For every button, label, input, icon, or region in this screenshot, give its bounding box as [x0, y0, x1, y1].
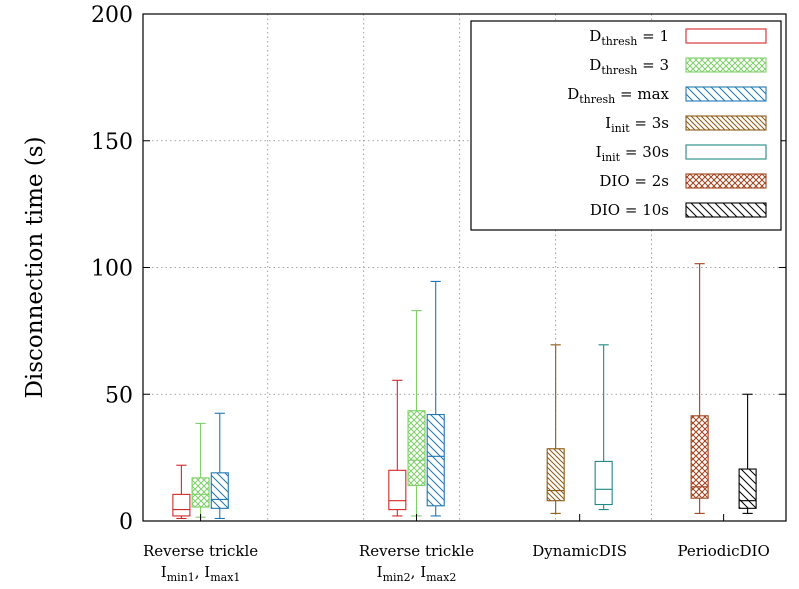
box-4: [594, 344, 613, 511]
legend-label: Iinit = 3s: [605, 114, 669, 135]
box-iqr: [690, 415, 709, 499]
legend-swatch: [685, 115, 767, 131]
x-tick-label: DynamicDIS: [532, 542, 627, 560]
y-axis-label: Disconnection time (s): [22, 136, 48, 398]
legend-label: Dthresh = 3: [589, 56, 669, 77]
box-6: [738, 393, 757, 514]
box-iqr: [210, 472, 229, 509]
box-2: [426, 280, 445, 517]
box-1: [191, 422, 210, 518]
x-tick-label-sub: Imin2, Imax2: [377, 563, 457, 584]
box-iqr: [594, 460, 613, 506]
legend-swatch: [685, 144, 767, 160]
x-axis: Reverse trickle Imin1, Imax1 Reverse trick…: [143, 514, 770, 584]
x-tick-label-sub: Imin1, Imax1: [161, 563, 241, 584]
legend: Dthresh = 1 Dthresh = 3 Dthresh = max Iinit…: [470, 20, 782, 231]
box-iqr: [407, 410, 426, 487]
legend-label: DIO = 10s: [590, 201, 669, 219]
box-group: [172, 263, 757, 520]
legend-label: Dthresh = max: [567, 85, 669, 106]
x-tick-label: PeriodicDIO: [677, 542, 769, 560]
box-5: [690, 263, 709, 514]
x-tick-label: Reverse trickle: [143, 542, 258, 560]
y-tick-label: 100: [91, 257, 133, 282]
legend-label: Dthresh = 1: [589, 27, 669, 48]
box-iqr: [172, 493, 191, 517]
box-3: [546, 344, 565, 514]
box-iqr: [426, 413, 445, 507]
box-1: [407, 310, 426, 517]
box-iqr: [191, 477, 210, 508]
y-tick-label: 0: [119, 510, 133, 535]
legend-swatch: [685, 173, 767, 189]
legend-swatch: [685, 86, 767, 102]
x-tick-label: Reverse trickle: [359, 542, 474, 560]
legend-swatch: [685, 202, 767, 218]
legend-label: Iinit = 30s: [596, 143, 669, 164]
box-2: [210, 412, 229, 520]
box-iqr: [388, 469, 407, 511]
legend-label: DIO = 2s: [599, 172, 669, 190]
y-axis: 0 50 100 150 200: [91, 3, 786, 535]
y-tick-label: 200: [91, 3, 133, 28]
box-iqr: [738, 468, 757, 509]
y-tick-label: 150: [91, 130, 133, 155]
y-tick-label: 50: [105, 383, 133, 408]
legend-swatch: [685, 57, 767, 73]
legend-swatch: [685, 28, 767, 44]
box-0: [388, 379, 407, 517]
box-0: [172, 464, 191, 520]
box-iqr: [546, 448, 565, 502]
